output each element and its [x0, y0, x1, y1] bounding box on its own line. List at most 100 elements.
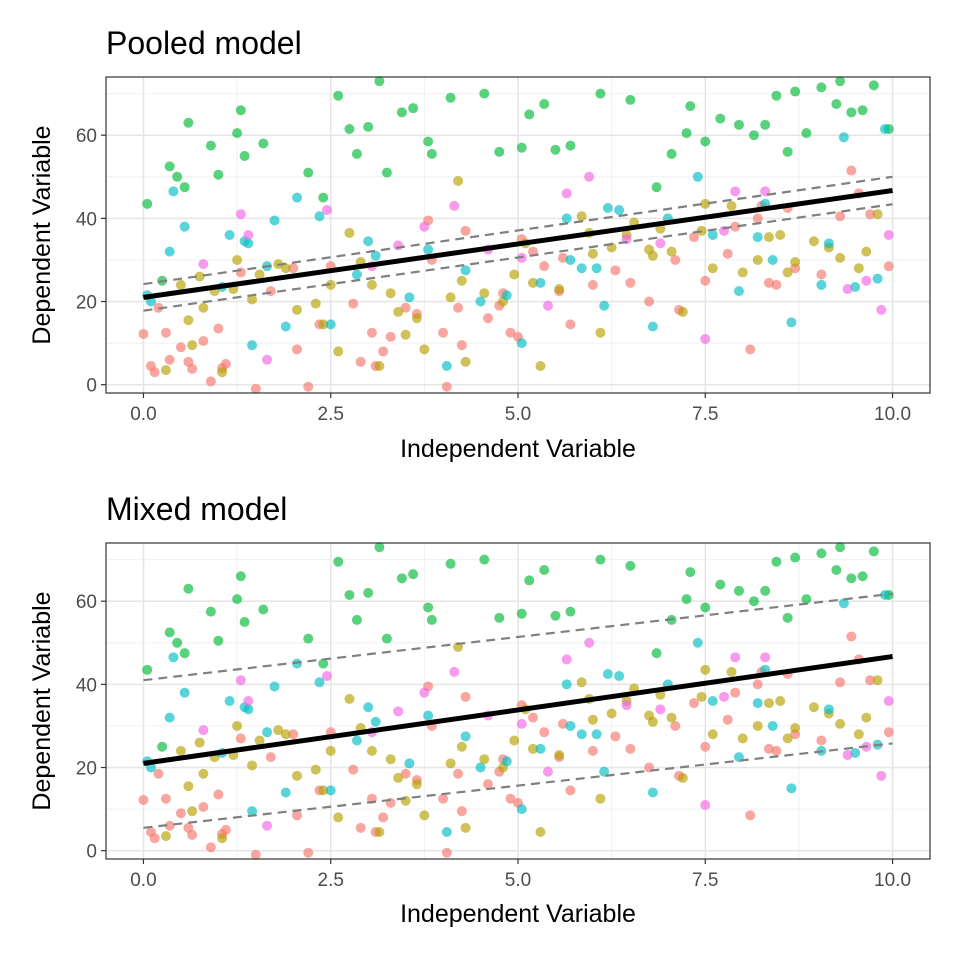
- data-point: [722, 714, 733, 725]
- data-point: [168, 652, 179, 663]
- data-point: [587, 714, 598, 725]
- data-point: [584, 637, 595, 648]
- data-point: [835, 677, 846, 688]
- data-point: [726, 200, 737, 211]
- data-point: [700, 333, 711, 344]
- data-point: [254, 269, 265, 280]
- data-point: [610, 731, 621, 742]
- data-point: [595, 327, 606, 338]
- data-point: [621, 700, 632, 711]
- data-point: [453, 175, 464, 186]
- data-point: [561, 213, 572, 224]
- data-point: [689, 698, 700, 709]
- data-point: [400, 329, 411, 340]
- fit-lines: [143, 175, 893, 312]
- data-point: [235, 105, 246, 116]
- data-point: [565, 785, 576, 796]
- y-tick-label: 0: [86, 842, 97, 863]
- data-point: [576, 211, 587, 222]
- data-point: [505, 793, 516, 804]
- data-points: [138, 542, 894, 860]
- data-point: [344, 123, 355, 134]
- data-point: [363, 236, 374, 247]
- data-point: [370, 250, 381, 261]
- data-point: [363, 587, 374, 598]
- data-point: [441, 826, 452, 837]
- data-point: [175, 808, 186, 819]
- chart-title: Mixed model: [106, 491, 287, 527]
- data-point: [599, 766, 610, 777]
- data-point: [760, 119, 771, 130]
- data-point: [310, 764, 321, 775]
- data-point: [475, 296, 486, 307]
- data-point: [816, 269, 827, 280]
- data-point: [565, 319, 576, 330]
- data-point: [247, 340, 258, 351]
- data-point: [408, 103, 419, 114]
- data-point: [700, 275, 711, 286]
- data-point: [344, 693, 355, 704]
- y-axis-ticks: 0 20 40 60: [76, 126, 106, 397]
- data-point: [715, 579, 726, 590]
- data-point: [393, 240, 404, 251]
- y-tick-label: 40: [76, 675, 97, 696]
- data-point: [475, 762, 486, 773]
- data-point: [381, 167, 392, 178]
- data-point: [516, 718, 527, 729]
- data-point: [479, 554, 490, 565]
- data-point: [745, 810, 756, 821]
- data-point: [456, 741, 467, 752]
- data-point: [763, 698, 774, 709]
- data-point: [790, 257, 801, 268]
- data-point: [164, 712, 175, 723]
- data-point: [625, 560, 636, 571]
- data-point: [823, 704, 834, 715]
- x-tick-label: 5.0: [505, 870, 531, 891]
- data-point: [876, 304, 887, 315]
- data-point: [853, 263, 864, 274]
- data-point: [351, 269, 362, 280]
- data-point: [591, 263, 602, 274]
- data-point: [187, 806, 198, 817]
- data-point: [527, 743, 538, 754]
- data-point: [235, 571, 246, 582]
- data-point: [175, 279, 186, 290]
- data-point: [790, 552, 801, 563]
- data-point: [733, 286, 744, 297]
- data-point: [595, 793, 606, 804]
- data-point: [883, 261, 894, 272]
- data-point: [314, 211, 325, 222]
- data-point: [880, 589, 891, 600]
- data-point: [557, 718, 568, 729]
- data-point: [692, 171, 703, 182]
- data-point: [748, 596, 759, 607]
- data-point: [149, 367, 160, 378]
- y-tick-label: 60: [76, 592, 97, 613]
- data-point: [681, 128, 692, 139]
- fit-line: [143, 188, 893, 300]
- data-point: [232, 254, 243, 265]
- data-point: [333, 90, 344, 101]
- data-point: [651, 182, 662, 193]
- data-point: [423, 710, 434, 721]
- data-point: [595, 554, 606, 565]
- data-point: [801, 594, 812, 605]
- data-point: [460, 691, 471, 702]
- data-point: [363, 702, 374, 713]
- data-point: [456, 275, 467, 286]
- data-point: [707, 263, 718, 274]
- data-point: [314, 677, 325, 688]
- data-point: [254, 735, 265, 746]
- data-point: [318, 192, 329, 203]
- x-axis-title: Independent Variable: [400, 435, 636, 463]
- x-tick-label: 2.5: [318, 870, 344, 891]
- data-point: [681, 594, 692, 605]
- data-point: [232, 128, 243, 139]
- data-point: [303, 633, 314, 644]
- data-point: [614, 205, 625, 216]
- data-point: [565, 140, 576, 151]
- data-point: [351, 148, 362, 159]
- data-point: [846, 631, 857, 642]
- data-point: [610, 265, 621, 276]
- data-point: [868, 546, 879, 557]
